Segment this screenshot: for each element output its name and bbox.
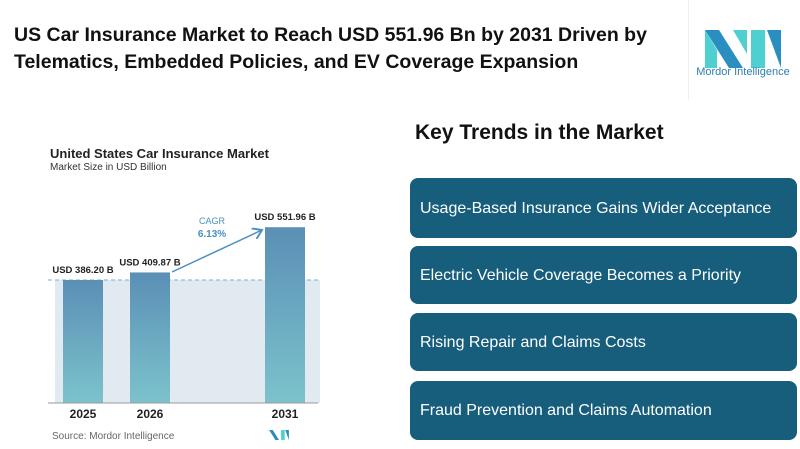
x-tick-label: 2025 xyxy=(70,407,97,421)
trend-card: Usage-Based Insurance Gains Wider Accept… xyxy=(410,178,797,238)
x-tick-label: 2031 xyxy=(272,407,299,421)
chart-source: Source: Mordor Intelligence xyxy=(52,431,175,442)
data-label: USD 551.96 B xyxy=(254,212,315,223)
bar-chart: USD 386.20 B 2025 USD 409.87 B 2026 USD 551.… xyxy=(48,212,320,421)
mordor-logo-icon xyxy=(705,30,781,68)
trend-card: Fraud Prevention and Claims Automation xyxy=(410,381,797,440)
cagr-arrow xyxy=(171,230,262,273)
header-divider xyxy=(688,0,689,100)
cagr-label: CAGR xyxy=(199,216,226,226)
x-tick-label: 2026 xyxy=(137,407,164,421)
bar-2026 xyxy=(130,272,170,403)
data-label: USD 386.20 B xyxy=(52,265,113,276)
data-label: USD 409.87 B xyxy=(119,257,180,268)
brand-name: Mordor Intelligence xyxy=(696,66,790,78)
mordor-small-logo-icon xyxy=(269,430,289,440)
chart-title: United States Car Insurance Market xyxy=(50,146,269,161)
cagr-value: 6.13% xyxy=(198,229,226,240)
trend-card: Rising Repair and Claims Costs xyxy=(410,313,797,371)
trends-title: Key Trends in the Market xyxy=(415,121,664,144)
headline: US Car Insurance Market to Reach USD 551… xyxy=(14,24,647,73)
bar-2025 xyxy=(63,279,103,403)
trend-card: Electric Vehicle Coverage Becomes a Prio… xyxy=(410,246,797,304)
chart-subtitle: Market Size in USD Billion xyxy=(50,162,167,173)
bar-2031 xyxy=(265,227,305,403)
